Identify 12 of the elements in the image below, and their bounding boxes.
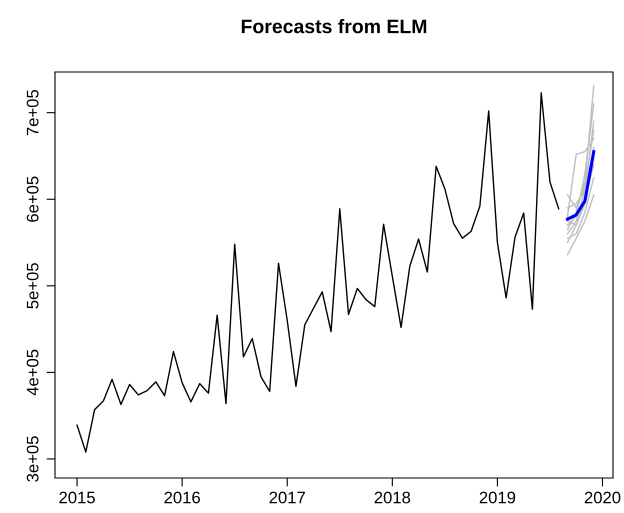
y-tick-label: 5e+05 — [26, 263, 39, 309]
x-tick-label: 2017 — [270, 492, 305, 504]
x-tick-label: 2016 — [164, 492, 200, 504]
y-tick-label: 4e+05 — [26, 350, 39, 396]
y-tick-label: 7e+05 — [26, 90, 39, 136]
x-tick-label: 2015 — [59, 492, 95, 504]
x-tick-label: 2018 — [374, 492, 410, 504]
y-tick-label: 6e+05 — [26, 176, 39, 222]
y-tick-label: 3e+05 — [26, 436, 39, 482]
x-tick-label: 2020 — [584, 492, 620, 504]
chart-title: Forecasts from ELM — [242, 19, 426, 34]
x-tick-label: 2019 — [480, 492, 516, 504]
